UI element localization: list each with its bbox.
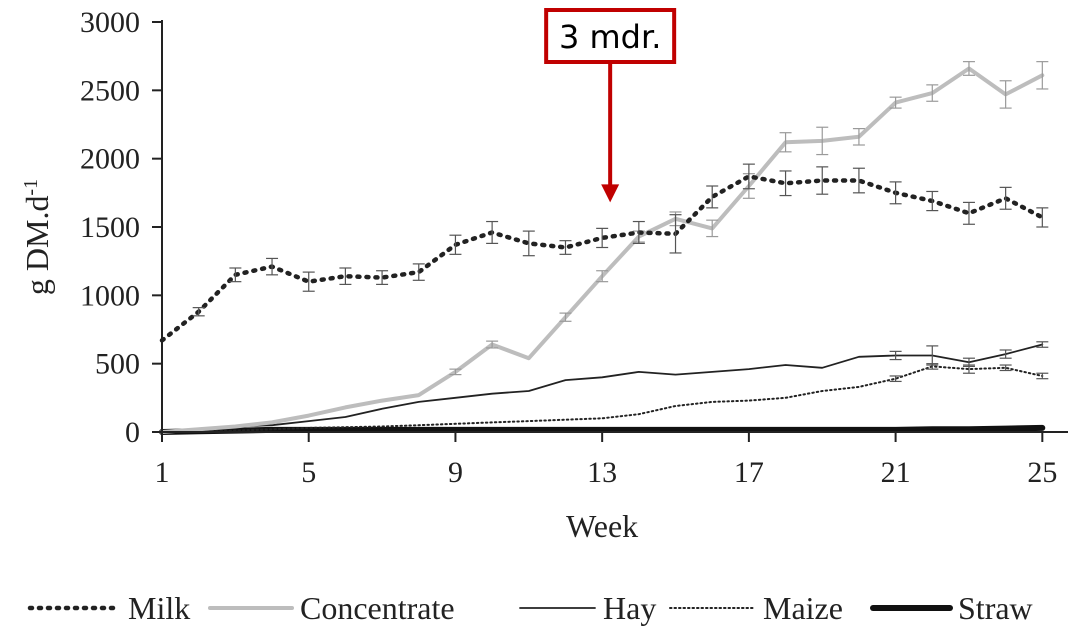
y-tick-label: 2000 <box>80 143 140 176</box>
legend-item-concentrate: Concentrate <box>208 590 455 626</box>
x-tick-label: 25 <box>1027 456 1057 489</box>
legend-item-milk: Milk <box>27 590 190 626</box>
legend-label: Maize <box>763 590 843 626</box>
legend: Milk Concentrate Hay Maize Straw <box>27 590 1033 626</box>
x-axis-title: Week <box>566 508 638 544</box>
axes: 0 500 1000 1500 2000 2500 3000 1 5 9 13 17 21 25 <box>80 6 1068 489</box>
y-tick-label: 2500 <box>80 74 140 107</box>
legend-item-hay: Hay <box>519 590 656 626</box>
y-tick-label: 3000 <box>80 6 140 39</box>
annotation-arrow-head <box>601 184 620 203</box>
legend-label: Concentrate <box>300 590 455 626</box>
y-ticks: 0 500 1000 1500 2000 2500 3000 <box>80 6 162 449</box>
y-axis-title-main: g DM.d <box>19 196 55 296</box>
x-tick-label: 5 <box>301 456 316 489</box>
legend-label: Hay <box>603 590 656 626</box>
legend-label: Straw <box>958 590 1033 626</box>
series-hay <box>161 341 1049 433</box>
legend-label: Milk <box>128 590 190 626</box>
legend-item-maize: Maize <box>669 590 843 626</box>
x-tick-label: 13 <box>587 456 617 489</box>
legend-item-straw: Straw <box>870 590 1033 626</box>
x-tick-label: 21 <box>881 456 911 489</box>
series-line-milk <box>159 174 1045 343</box>
x-tick-label: 9 <box>448 456 463 489</box>
y-axis-title-superscript: -1 <box>20 179 42 196</box>
x-ticks: 1 5 9 13 17 21 25 <box>155 432 1057 489</box>
series-concentrate <box>160 61 1049 434</box>
series-milk <box>159 163 1049 343</box>
series-line-straw <box>159 424 1046 435</box>
annotation-box <box>544 8 677 64</box>
y-tick-label: 500 <box>95 348 140 381</box>
series-layer <box>159 61 1049 435</box>
x-tick-label: 17 <box>734 456 764 489</box>
x-tick-label: 1 <box>155 456 170 489</box>
series-straw <box>159 424 1046 435</box>
y-tick-label: 0 <box>125 416 140 449</box>
y-tick-label: 1500 <box>80 211 140 244</box>
annotation-text: 3 mdr. <box>559 18 661 56</box>
y-tick-label: 1000 <box>80 279 140 312</box>
annotation-3-mdr: 3 mdr. <box>544 8 677 203</box>
y-axis-title: g DM.d-1 <box>19 179 55 295</box>
